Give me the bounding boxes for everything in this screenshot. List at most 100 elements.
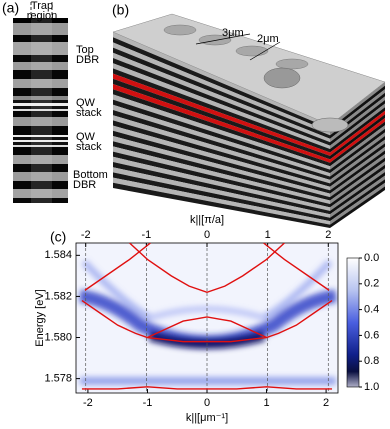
layer [113, 47, 330, 139]
sem-stripe [13, 164, 68, 172]
layer [330, 132, 385, 177]
sem-stripe [13, 147, 68, 155]
dim-line [195, 33, 251, 45]
trap-mesa [198, 34, 232, 46]
band-curve [84, 243, 151, 291]
dimension-label: 3μm [222, 27, 244, 39]
layer [113, 104, 330, 177]
layer [330, 168, 385, 211]
layer [330, 182, 385, 225]
panel-label: (c) [50, 229, 66, 245]
layer-label: Bottom [73, 169, 108, 181]
layer [330, 100, 385, 146]
x-tick-label: 0 [204, 397, 210, 409]
layer [113, 115, 330, 184]
sem-stripe [13, 23, 68, 35]
layer [113, 162, 330, 215]
x2-tick-label: 1 [265, 229, 271, 241]
sem-stripe [13, 172, 68, 181]
layer [113, 167, 330, 218]
layer-label: stack [76, 141, 102, 153]
layer [330, 179, 385, 222]
colorbar-tick-label: 0.0 [364, 252, 379, 264]
trap-mesa [235, 45, 269, 57]
x2-tick-label: -2 [81, 229, 91, 241]
layer [330, 172, 385, 215]
colorbar-tick-label: 0.2 [364, 278, 379, 290]
layer [113, 42, 330, 136]
sem-stripe [13, 35, 68, 42]
layer [330, 118, 385, 163]
layer [113, 84, 330, 163]
layer [330, 154, 385, 198]
panel-label: (b) [112, 2, 129, 18]
layer [113, 182, 330, 228]
layer-label: Top [76, 44, 94, 56]
trap-region-shade [31, 18, 52, 203]
y-tick-label: 1.584 [44, 249, 72, 261]
sem-stripe [13, 142, 68, 145]
sem-stripe [13, 140, 68, 142]
layer-label: QW [76, 131, 96, 143]
x-tick-label: -1 [143, 397, 153, 409]
layer-label: DBR [76, 54, 99, 66]
y-tick-label: 1.582 [44, 290, 72, 302]
layer [330, 110, 385, 156]
layer-label: Trap [31, 0, 53, 12]
sem-stripe [13, 109, 68, 111]
sem-stripe [13, 137, 68, 140]
x2-tick-label: -1 [141, 229, 151, 241]
sem-stripe [13, 62, 68, 70]
layer-label: DBR [73, 179, 96, 191]
panel-c: (c) -2 -1 0 1 2 -2 -1 0 1 2 1.578 1.580 1.582 1.584 k||… [34, 214, 379, 424]
sem-stripe [13, 55, 68, 62]
band-curve [263, 243, 330, 291]
sem-stripe [13, 145, 68, 147]
sem-stripe [13, 135, 68, 137]
x2-axis-label: k||[π/a] [190, 214, 224, 226]
layer [330, 103, 385, 150]
x-tick-label: -2 [83, 397, 93, 409]
x-axis-label: k||[μm⁻¹] [186, 412, 228, 424]
layer [330, 128, 385, 174]
layer [330, 186, 385, 228]
sem-stripe [13, 189, 68, 198]
layer-label: stack [76, 107, 102, 119]
cut-trap [263, 67, 301, 89]
y-tick-label: 1.578 [44, 373, 72, 385]
layer [330, 136, 385, 180]
band-curve [147, 316, 267, 339]
dimension-label: 2μm [257, 33, 279, 45]
sem-stripe [13, 155, 68, 164]
layer [113, 32, 330, 129]
layer [330, 161, 385, 204]
sem-stripe [13, 79, 68, 88]
layer [330, 143, 385, 187]
band-curve [129, 243, 285, 294]
layer [113, 52, 330, 143]
colorbar [346, 257, 360, 388]
layer [113, 177, 330, 225]
layer [330, 82, 385, 129]
layer [113, 99, 330, 174]
sem-stripe [13, 100, 68, 103]
dim-line [249, 41, 281, 61]
sem-stripe [13, 88, 68, 96]
layer [330, 150, 385, 194]
y-axis-label: Energy [eV] [34, 289, 46, 346]
colorbar-tick-label: 0.4 [364, 304, 379, 316]
layer [330, 175, 385, 218]
layer [113, 73, 330, 156]
layer [330, 164, 385, 208]
layer-label: region [27, 10, 58, 22]
layer [113, 151, 330, 208]
layer [330, 146, 385, 191]
trap-mesa [275, 58, 309, 70]
x2-tick-label: 0 [204, 229, 210, 241]
layer [113, 172, 330, 222]
y-tick-label: 1.580 [44, 331, 72, 343]
x-tick-label: 1 [263, 397, 269, 409]
layer [113, 68, 330, 153]
layer [113, 156, 330, 211]
